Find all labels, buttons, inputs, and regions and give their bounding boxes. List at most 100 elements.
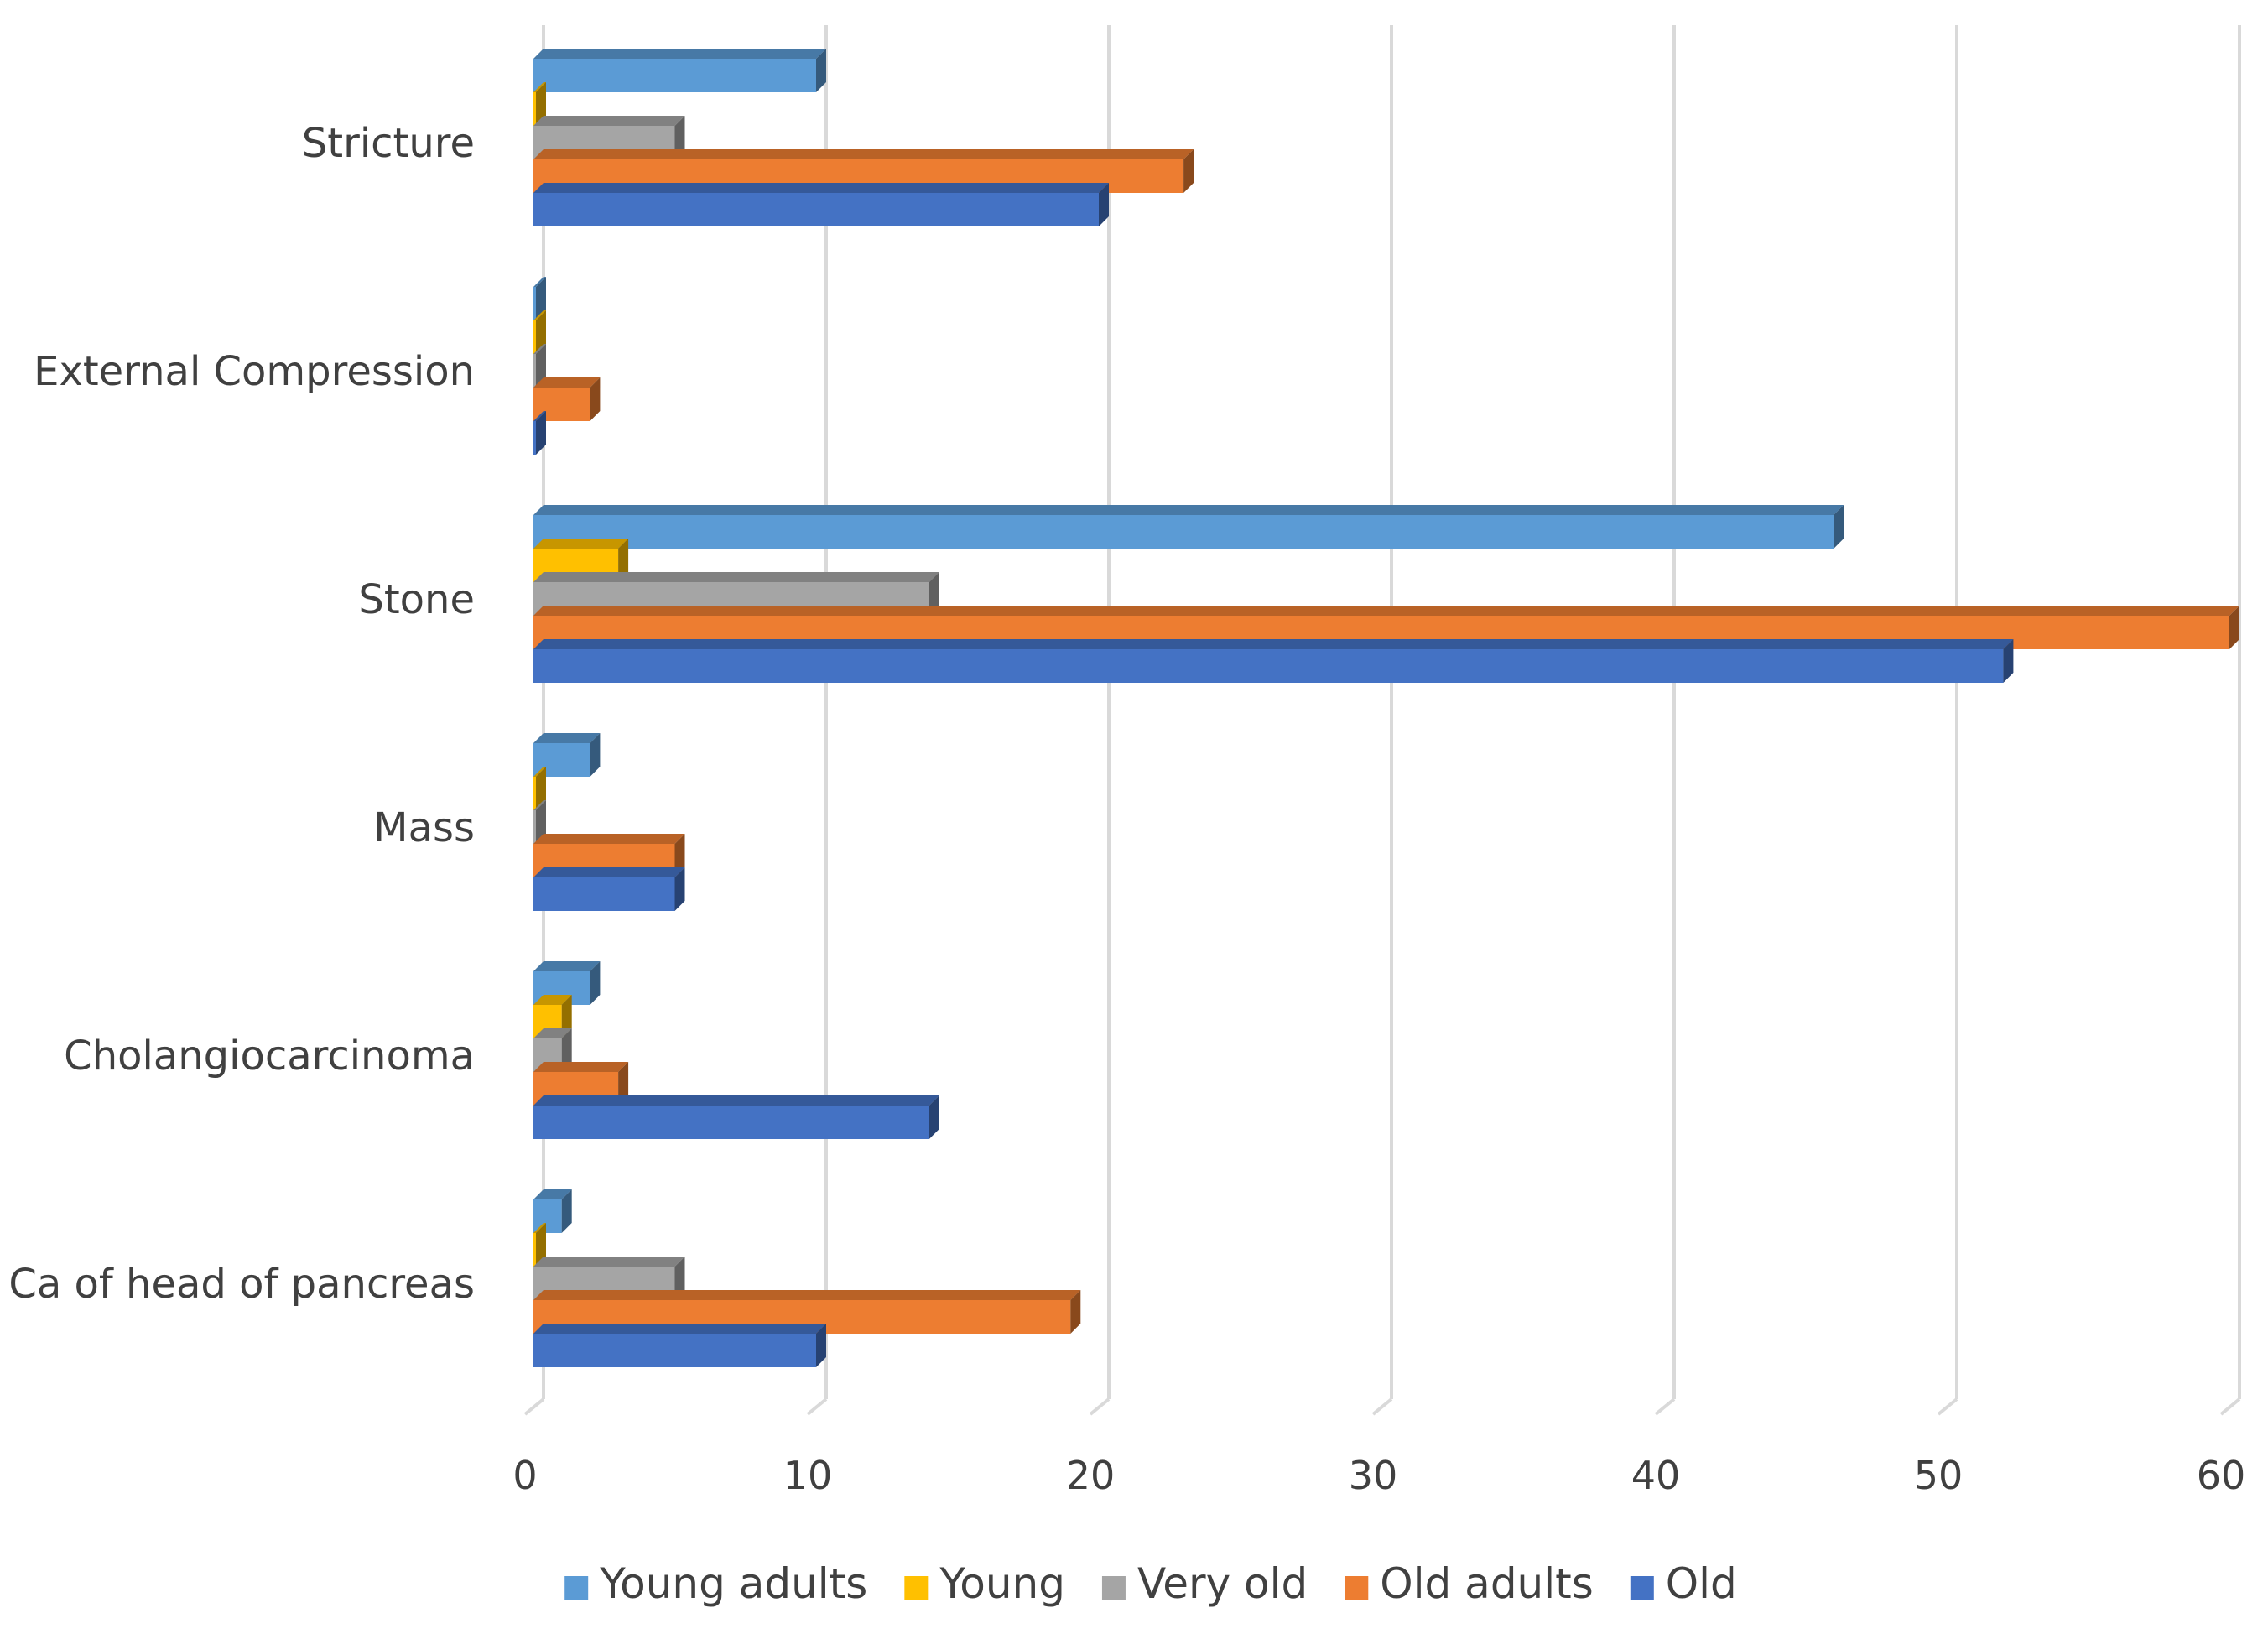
bar-top-face	[533, 310, 546, 320]
bar-side-face	[536, 800, 546, 844]
category-label: Stone	[358, 576, 475, 623]
gridline-floor	[523, 1397, 545, 1416]
legend-swatch	[904, 1576, 929, 1600]
gridline-floor	[1371, 1397, 1393, 1416]
legend-swatch	[564, 1576, 589, 1600]
bar-top-face	[533, 1223, 546, 1233]
legend-swatch	[1630, 1576, 1654, 1600]
gridlines	[523, 25, 2241, 1416]
bar-front-face	[533, 287, 536, 320]
legend-label: Old adults	[1380, 1559, 1594, 1608]
gridline-floor	[2219, 1397, 2241, 1416]
gridline-floor	[1654, 1397, 1676, 1416]
bar-young	[533, 310, 546, 354]
bar-side-face	[561, 1028, 572, 1072]
bar-top-face	[533, 505, 1844, 515]
value-axis-tick-labels: 0 10 20 30 40 50 60	[512, 1453, 2245, 1498]
bar-front-face	[533, 354, 536, 388]
x-tick-label: 50	[1914, 1453, 1964, 1498]
bar-top-face	[533, 995, 572, 1005]
bar-top-face	[533, 572, 939, 582]
bar-front-face	[533, 777, 536, 810]
bar-front-face	[533, 320, 536, 354]
bar-top-face	[533, 961, 601, 971]
bar-side-face	[674, 867, 685, 911]
bar-side-face	[536, 344, 546, 388]
bar-side-face	[1183, 149, 1194, 193]
bar-top-face	[533, 834, 685, 844]
bar-side-face	[536, 1223, 546, 1267]
bar-side-face	[536, 277, 546, 320]
x-tick-label: 30	[1349, 1453, 1398, 1498]
bar-top-face	[533, 377, 601, 388]
bar-side-face	[536, 82, 546, 126]
bar-side-face	[561, 1189, 572, 1233]
legend-item: Old adults	[1345, 1559, 1594, 1608]
category-axis-labels: Stricture External Compression Stone Mass Ch…	[8, 120, 475, 1308]
category-label: Mass	[373, 804, 475, 851]
bar-top-face	[533, 49, 826, 59]
bar-young-adults	[533, 49, 826, 92]
x-tick-label: 10	[783, 1453, 833, 1498]
legend-item: Old	[1630, 1559, 1737, 1608]
bar-front-face	[533, 810, 536, 844]
x-tick-label: 40	[1631, 1453, 1681, 1498]
bar-front-face	[533, 1334, 816, 1367]
bar-side-face	[674, 834, 685, 877]
bar-old	[533, 1095, 939, 1139]
bar-top-face	[533, 82, 546, 92]
bar-side-face	[561, 995, 572, 1038]
bar-side-face	[590, 733, 601, 777]
bars	[533, 49, 2239, 1367]
bar-front-face	[533, 515, 1834, 549]
bar-top-face	[533, 539, 629, 549]
bar-young	[533, 1223, 546, 1267]
gridline-floor	[1937, 1397, 1958, 1416]
legend-item: Young	[904, 1559, 1065, 1608]
bar-young-adults	[533, 277, 546, 320]
bar-old	[533, 639, 2014, 683]
bar-old	[533, 411, 546, 455]
legend-label: Young	[939, 1559, 1065, 1608]
bar-top-face	[533, 867, 685, 877]
legend-swatch	[1345, 1576, 1369, 1600]
bar-top-face	[533, 1189, 572, 1199]
bar-very-old	[533, 344, 546, 388]
bar-front-face	[533, 877, 675, 911]
bar-top-face	[533, 1028, 572, 1038]
legend-label: Young adults	[599, 1559, 867, 1608]
bar-side-face	[816, 49, 826, 92]
bar-side-face	[1070, 1290, 1081, 1334]
bar-front-face	[533, 649, 2004, 683]
bar-side-face	[929, 572, 939, 616]
bar-side-face	[536, 411, 546, 455]
legend-swatch	[1101, 1576, 1126, 1600]
bar-old	[533, 183, 1109, 226]
bar-top-face	[533, 277, 546, 287]
bar-side-face	[536, 310, 546, 354]
bar-very-old	[533, 800, 546, 844]
bar-old	[533, 867, 685, 911]
bar-side-face	[929, 1095, 939, 1139]
legend: Young adults Young Very old Old adults Old	[564, 1559, 1737, 1608]
bar-young-adults	[533, 505, 1844, 549]
bar-front-face	[533, 59, 816, 92]
bar-top-face	[533, 411, 546, 421]
category-label: Ca of head of pancreas	[8, 1261, 475, 1308]
bar-side-face	[536, 767, 546, 810]
bar-top-face	[533, 606, 2239, 616]
bar-side-face	[590, 377, 601, 421]
bar-top-face	[533, 733, 601, 743]
bar-top-face	[533, 1324, 826, 1334]
gridline-floor	[1089, 1397, 1111, 1416]
bar-top-face	[533, 1257, 685, 1267]
bar-young-adults	[533, 1189, 572, 1233]
bar-top-face	[533, 183, 1109, 193]
bar-top-face	[533, 639, 2014, 649]
bar-top-face	[533, 800, 546, 810]
x-tick-label: 0	[512, 1453, 537, 1498]
bar-side-face	[674, 1257, 685, 1300]
bar-side-face	[674, 116, 685, 159]
